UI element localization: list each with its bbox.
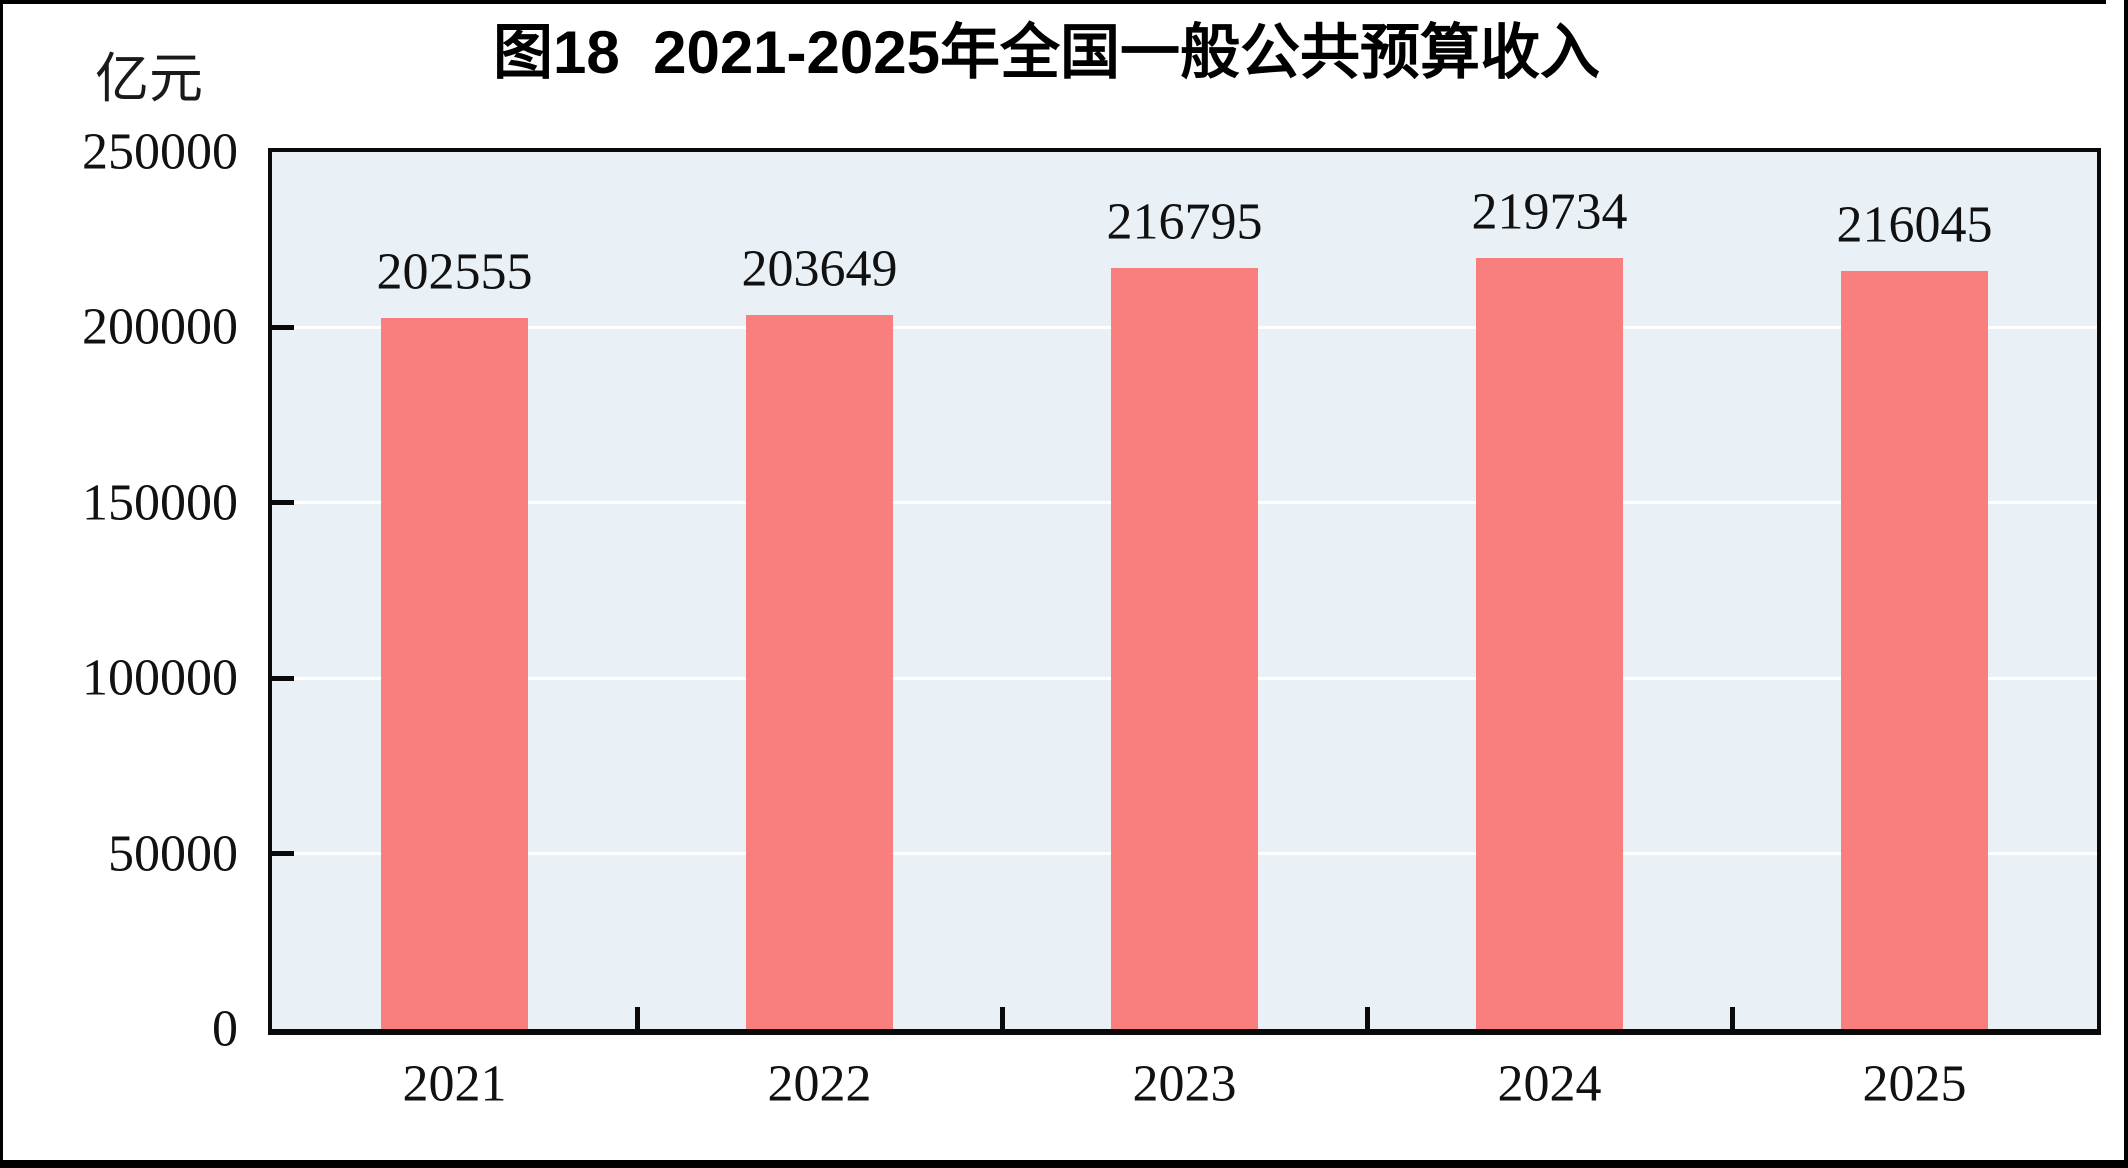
y-tick-label-200000: 200000 — [82, 298, 238, 356]
y-axis-tick-200000 — [272, 324, 294, 330]
frame-border-left — [0, 0, 3, 1168]
x-axis-tick-4 — [1729, 1007, 1735, 1029]
y-tick-label-250000: 250000 — [82, 123, 238, 181]
x-axis-tick-2 — [999, 1007, 1005, 1029]
y-tick-label-0: 0 — [212, 1000, 238, 1058]
x-tick-label-2025: 2025 — [1862, 1055, 1967, 1113]
x-tick-label-2024: 2024 — [1497, 1055, 1602, 1113]
x-tick-label-2023: 2023 — [1132, 1055, 1237, 1113]
frame-border-right — [2124, 0, 2128, 1168]
bar-2024 — [1476, 258, 1623, 1029]
y-tick-label-50000: 50000 — [108, 825, 238, 883]
y-tick-label-100000: 100000 — [82, 649, 238, 707]
chart-title: 图18 2021-2025年全国一般公共预算收入 — [493, 19, 1601, 86]
bar-2021 — [381, 318, 528, 1029]
y-tick-label-150000: 150000 — [82, 474, 238, 532]
plot-inner — [272, 152, 2097, 1029]
y-axis-tick-150000 — [272, 500, 294, 506]
x-tick-label-2022: 2022 — [767, 1055, 872, 1113]
bar-2025 — [1841, 271, 1988, 1029]
x-tick-label-2021: 2021 — [402, 1055, 507, 1113]
y-axis-tick-100000 — [272, 675, 294, 681]
bar-2023 — [1111, 268, 1258, 1029]
frame-border-top — [0, 0, 2106, 4]
x-axis-tick-3 — [1364, 1007, 1370, 1029]
x-axis-tick-1 — [634, 1007, 640, 1029]
bar-2022 — [746, 314, 893, 1029]
frame-border-bottom — [0, 1160, 2128, 1168]
plot-area — [268, 148, 2101, 1035]
y-axis-tick-50000 — [272, 851, 294, 857]
y-axis-unit-label: 亿元 — [95, 49, 203, 109]
